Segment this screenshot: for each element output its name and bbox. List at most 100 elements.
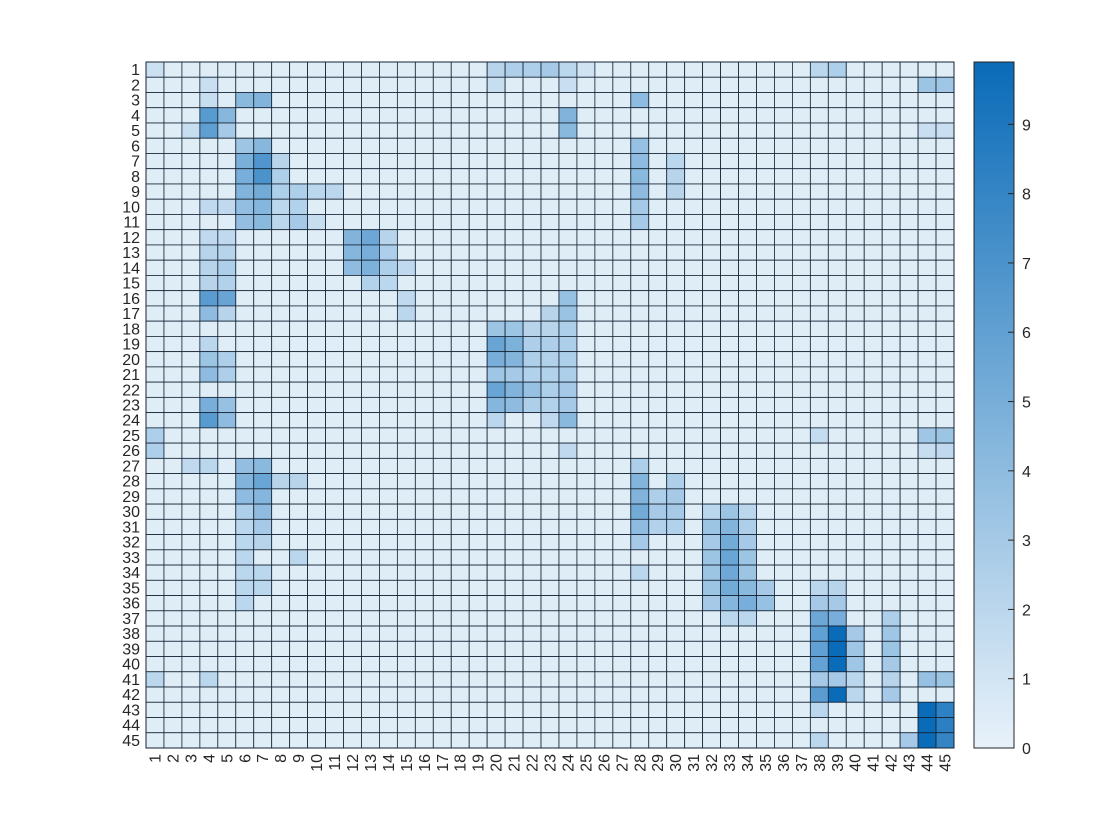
heatmap-cell-r38-c37 xyxy=(792,625,811,642)
heatmap-cell-r22-c36 xyxy=(774,381,793,398)
heatmap-cell-r39-c40 xyxy=(845,640,865,657)
heatmap-cell-r31-c18 xyxy=(450,518,470,535)
heatmap-cell-r42-c14 xyxy=(379,686,398,703)
heatmap-cell-r16-c1 xyxy=(145,290,165,307)
heatmap-cell-r36-c17 xyxy=(432,595,452,612)
heatmap-cell-r29-c20 xyxy=(486,488,506,505)
x-tick-label: 14 xyxy=(381,754,398,772)
heatmap-cell-r31-c32 xyxy=(702,518,721,535)
heatmap-cell-r9-c5 xyxy=(217,183,237,200)
heatmap-cell-r26-c37 xyxy=(792,442,811,459)
heatmap-cell-r45-c33 xyxy=(720,732,739,749)
heatmap-cell-r27-c33 xyxy=(720,457,739,474)
heatmap-cell-r27-c4 xyxy=(199,457,219,474)
heatmap-cell-r44-c29 xyxy=(648,717,668,734)
heatmap-cell-r20-c27 xyxy=(612,351,632,368)
heatmap-cell-r43-c14 xyxy=(379,701,398,718)
heatmap-cell-r27-c19 xyxy=(468,457,488,474)
heatmap-cell-r38-c10 xyxy=(307,625,326,642)
heatmap-cell-r29-c17 xyxy=(432,488,452,505)
heatmap-cell-r25-c5 xyxy=(217,427,237,444)
heatmap-cell-r40-c31 xyxy=(684,656,704,673)
heatmap-cell-r3-c9 xyxy=(289,92,309,109)
heatmap-cell-r31-c3 xyxy=(181,518,201,535)
heatmap-cell-r35-c19 xyxy=(468,579,488,596)
heatmap-cell-r13-c19 xyxy=(468,244,488,261)
heatmap-cell-r17-c36 xyxy=(774,305,793,322)
heatmap-cell-r39-c29 xyxy=(648,640,668,657)
heatmap-cell-r14-c44 xyxy=(917,259,937,276)
heatmap-cell-r43-c26 xyxy=(594,701,614,718)
heatmap-cell-r37-c11 xyxy=(325,610,344,627)
heatmap-cell-r9-c14 xyxy=(379,183,398,200)
heatmap-cell-r1-c37 xyxy=(792,61,811,78)
heatmap-cell-r18-c41 xyxy=(863,320,883,337)
y-tick-label: 35 xyxy=(122,580,140,597)
heatmap-cell-r11-c37 xyxy=(792,214,811,231)
heatmap-cell-r10-c41 xyxy=(863,198,883,215)
heatmap-cell-r26-c17 xyxy=(432,442,452,459)
heatmap-cell-r8-c28 xyxy=(630,168,650,185)
heatmap-cell-r10-c28 xyxy=(630,198,650,215)
heatmap-cell-r25-c28 xyxy=(630,427,650,444)
heatmap-cell-r10-c43 xyxy=(899,198,919,215)
heatmap-cell-r21-c2 xyxy=(163,366,183,383)
heatmap-cell-r33-c1 xyxy=(145,549,165,566)
heatmap-cell-r44-c26 xyxy=(594,717,614,734)
heatmap-cell-r13-c7 xyxy=(253,244,273,261)
heatmap-cell-r36-c14 xyxy=(379,595,398,612)
heatmap-cell-r38-c35 xyxy=(756,625,775,642)
heatmap-cell-r23-c23 xyxy=(540,396,560,414)
heatmap-cell-r16-c14 xyxy=(379,290,398,307)
heatmap-cell-r22-c4 xyxy=(199,381,219,398)
heatmap-cell-r5-c16 xyxy=(414,122,434,139)
heatmap-cell-r21-c34 xyxy=(738,366,757,383)
heatmap-cell-r4-c2 xyxy=(163,107,183,124)
heatmap-cell-r21-c11 xyxy=(325,366,344,383)
heatmap-cell-r19-c39 xyxy=(827,335,847,353)
heatmap-cell-r22-c14 xyxy=(379,381,398,398)
heatmap-cell-r18-c36 xyxy=(774,320,793,337)
heatmap-cell-r12-c42 xyxy=(881,229,901,246)
heatmap-cell-r3-c5 xyxy=(217,92,237,109)
heatmap-cell-r17-c2 xyxy=(163,305,183,322)
heatmap-cell-r7-c1 xyxy=(145,153,165,170)
heatmap-cell-r35-c1 xyxy=(145,579,165,596)
colorbar-tick-label: 8 xyxy=(1022,187,1031,204)
heatmap-cell-r40-c41 xyxy=(863,656,883,673)
heatmap-cell-r45-c10 xyxy=(307,732,326,749)
heatmap-cell-r19-c17 xyxy=(432,335,452,353)
heatmap-cell-r35-c23 xyxy=(540,579,560,596)
heatmap-cell-r44-c18 xyxy=(450,717,470,734)
heatmap-cells xyxy=(145,61,955,749)
heatmap-cell-r19-c23 xyxy=(540,335,560,353)
heatmap-cell-r44-c41 xyxy=(863,717,883,734)
heatmap-cell-r2-c39 xyxy=(827,76,847,93)
heatmap-cell-r12-c4 xyxy=(199,229,219,246)
heatmap-cell-r32-c44 xyxy=(917,534,937,551)
heatmap-cell-r39-c19 xyxy=(468,640,488,657)
heatmap-cell-r37-c22 xyxy=(522,610,542,627)
heatmap-cell-r14-c19 xyxy=(468,259,488,276)
heatmap-cell-r31-c8 xyxy=(271,518,291,535)
heatmap-cell-r2-c10 xyxy=(307,76,326,93)
heatmap-cell-r41-c38 xyxy=(809,671,829,688)
heatmap-cell-r9-c4 xyxy=(199,183,219,200)
heatmap-cell-r24-c5 xyxy=(217,412,237,429)
heatmap-cell-r21-c8 xyxy=(271,366,291,383)
heatmap-cell-r15-c30 xyxy=(666,275,686,292)
heatmap-cell-r7-c3 xyxy=(181,153,201,170)
heatmap-cell-r20-c5 xyxy=(217,351,237,368)
heatmap-cell-r24-c2 xyxy=(163,412,183,429)
heatmap-cell-r37-c37 xyxy=(792,610,811,627)
heatmap-cell-r10-c40 xyxy=(845,198,865,215)
heatmap-cell-r21-c30 xyxy=(666,366,686,383)
heatmap-cell-r17-c23 xyxy=(540,305,560,322)
heatmap-cell-r16-c19 xyxy=(468,290,488,307)
heatmap-cell-r7-c30 xyxy=(666,153,686,170)
heatmap-cell-r43-c33 xyxy=(720,701,739,718)
heatmap-cell-r23-c3 xyxy=(181,396,201,414)
heatmap-cell-r1-c34 xyxy=(738,61,757,78)
heatmap-cell-r14-c16 xyxy=(414,259,434,276)
heatmap-cell-r38-c31 xyxy=(684,625,704,642)
